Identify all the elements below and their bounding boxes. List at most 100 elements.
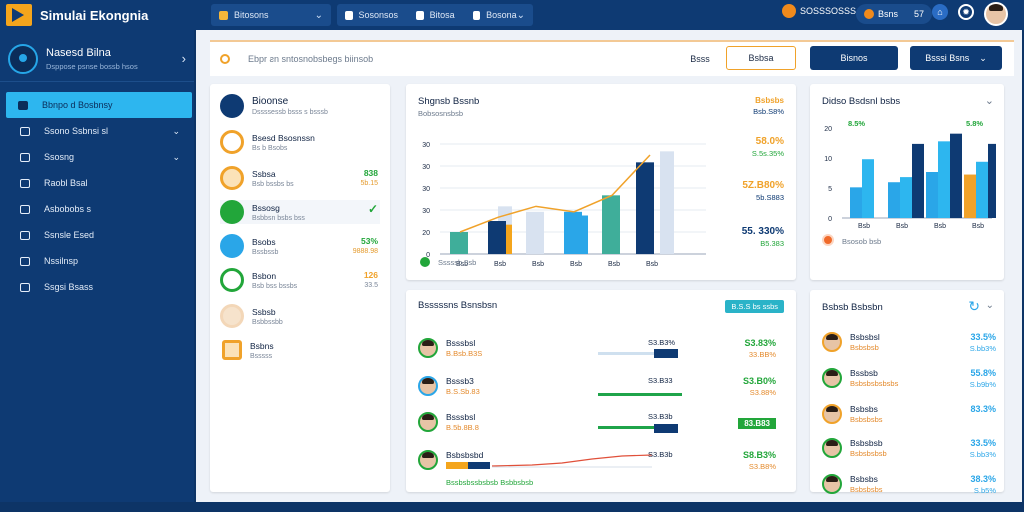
sidebar-item-2[interactable]: Ssono Ssbnsi sl ⌄ bbox=[0, 118, 194, 144]
folder-icon bbox=[219, 10, 228, 20]
activity-card: Bioonse Dssssessb bsss s bsssb Bsesd Bsos… bbox=[210, 84, 390, 492]
list-item[interactable]: Bsbsbs Bsbsbsbs 83.3% bbox=[822, 404, 996, 428]
y-tick-label: 30 bbox=[422, 208, 430, 215]
avatar bbox=[822, 438, 842, 458]
settings-button[interactable]: ✹ bbox=[958, 4, 974, 20]
points-pill: Bsns 57 bbox=[856, 4, 933, 24]
list-item[interactable]: Bsbns Bsssss bbox=[220, 340, 380, 360]
y-tick-label: 20 bbox=[422, 230, 430, 237]
brand[interactable]: Simulai Ekongnia bbox=[0, 0, 194, 30]
bar bbox=[888, 182, 900, 218]
list-item[interactable]: Bsesd Bsosnssn Bs b Bsobs bbox=[220, 130, 380, 154]
x-tick-label: Bsb bbox=[532, 261, 544, 268]
game-icon bbox=[220, 200, 244, 224]
sidebar-item-dashboard[interactable]: Bbnpo d Bosbnsy bbox=[6, 92, 192, 118]
row-sub: B.Bsb.B3S bbox=[446, 349, 483, 358]
primary-button[interactable]: Bisnos bbox=[810, 46, 898, 70]
sidebar: Nasesd Bilna Dsppose psnse bossb hsos › … bbox=[0, 30, 194, 502]
row-value: 38.3% bbox=[970, 474, 996, 484]
row-name: Bsssbsl bbox=[446, 412, 476, 422]
stat-value: Bsbsbs bbox=[755, 96, 784, 105]
secondary-button[interactable]: Bsbsa bbox=[726, 46, 796, 70]
avatar bbox=[418, 376, 438, 396]
item-sub: Bsb bssbs bs bbox=[252, 180, 294, 188]
points-label: Bsns bbox=[878, 9, 899, 19]
chevron-down-icon[interactable]: ⌄ bbox=[985, 300, 994, 311]
workspace-dropdown[interactable]: Bitosons ⌄ bbox=[211, 4, 331, 26]
user-avatar[interactable] bbox=[984, 2, 1008, 26]
analytics-icon bbox=[20, 204, 30, 214]
avatar bbox=[418, 338, 438, 358]
row-sub: Bsbsbsb bbox=[850, 343, 879, 352]
table-row[interactable]: Bsssb3 B.S.Sb.83 S3.B33 S3.B0% S3.88% bbox=[418, 376, 786, 400]
stat-value: 5Z.B80% bbox=[742, 180, 784, 191]
button-label: Bisnos bbox=[840, 53, 868, 63]
top-bar: Simulai Ekongnia Bitosons ⌄ Sosonsos Bit… bbox=[0, 0, 1024, 30]
bar bbox=[912, 143, 924, 218]
list-item[interactable]: Bsbon Bsb bss bssbs 126 33.5 bbox=[220, 268, 380, 292]
list-item[interactable]: Ssbsb Bsbbssbb bbox=[220, 304, 380, 328]
row-name: Bssbsb bbox=[850, 368, 878, 378]
row-value: 83.3% bbox=[970, 404, 996, 414]
main-content: Ebpr ƨn sntosnobsbegs biinsob Bsss Bsbsa… bbox=[196, 30, 1022, 502]
chart-ring-icon bbox=[220, 130, 244, 154]
row-value: 33.5% bbox=[970, 438, 996, 448]
profile-card[interactable]: Nasesd Bilna Dsppose psnse bossb hsos › bbox=[0, 30, 194, 82]
y-tick-label: 30 bbox=[422, 142, 430, 149]
item-name: Bsbns bbox=[250, 340, 274, 351]
list-item[interactable]: Bssbsb Bsbsbsbsbsbs 55.8% S.b9b% bbox=[822, 368, 996, 392]
y-tick-label: 5 bbox=[828, 186, 832, 193]
table-row[interactable]: Bsssbsl B.5b.8B.8 S3.B3b 83.B83 bbox=[418, 412, 786, 436]
sidebar-nav: Bbnpo d Bosbnsy Ssono Ssbnsi sl ⌄ Ssosng ⌄… bbox=[0, 92, 194, 300]
profile-subtitle: Dsppose psnse bossb hsos bbox=[46, 61, 138, 71]
sidebar-item-5[interactable]: Asbobobs s bbox=[0, 196, 194, 222]
chevron-down-icon: ⌄ bbox=[172, 125, 180, 136]
avatar bbox=[822, 368, 842, 388]
card-header: Bioonse Dssssessb bsss s bsssb bbox=[220, 94, 380, 118]
gear-icon: ✹ bbox=[958, 4, 974, 20]
item-value-sub: 33.5 bbox=[364, 282, 378, 289]
sidebar-item-label: Ssono Ssbnsi sl bbox=[44, 126, 109, 136]
table-row[interactable]: Bsssbsl B.Bsb.B3S S3.B3% S3.83% 33.BB% bbox=[418, 338, 786, 362]
filter-button[interactable]: Bsss bbox=[680, 47, 720, 71]
list-item[interactable]: Bsobs Bssbssb 53% 9888.98 bbox=[220, 234, 380, 258]
dropdown-button[interactable]: Bsssi Bsns ⌄ bbox=[910, 46, 1002, 70]
search-input[interactable]: Ebpr ƨn sntosnobsbegs biinsob bbox=[210, 44, 680, 74]
item-sub: Bsssss bbox=[250, 352, 273, 360]
brand-icon bbox=[220, 94, 244, 118]
list-item[interactable]: Ssbsa Bsb bssbs bs 838 5b.15 bbox=[220, 166, 380, 190]
row-value: S3.B0% bbox=[742, 376, 776, 386]
dropdown-label: Bitosons bbox=[234, 10, 269, 20]
row-sub: Bsbsbsbs bbox=[850, 415, 883, 424]
item-sub: Bssbssb bbox=[252, 248, 279, 256]
sidebar-item-6[interactable]: Ssnsle Esed bbox=[0, 222, 194, 248]
item-value: 53% bbox=[360, 236, 378, 246]
refresh-icon[interactable]: ↻ bbox=[968, 298, 980, 314]
notifications-button[interactable]: ⌂ bbox=[932, 4, 948, 20]
chevron-down-icon: ⌄ bbox=[314, 9, 323, 21]
tab-2[interactable]: Bitosa bbox=[429, 10, 455, 20]
report-icon bbox=[20, 178, 30, 188]
chevron-down-icon[interactable]: ⌄ bbox=[984, 95, 994, 107]
tab-3[interactable]: Bosona bbox=[486, 10, 517, 20]
sidebar-item-3[interactable]: Ssosng ⌄ bbox=[0, 144, 194, 170]
points-display[interactable]: Bsns 57 bbox=[856, 4, 933, 24]
button-label: Bsbsa bbox=[748, 53, 774, 63]
coins-display[interactable]: SOSSSOSSS bbox=[782, 4, 856, 18]
stat-sub: S.5s.35% bbox=[751, 149, 784, 158]
stat-value: 55. 330% bbox=[741, 226, 784, 237]
sidebar-item-7[interactable]: Nssilnsp bbox=[0, 248, 194, 274]
sidebar-item-4[interactable]: Raobl Bsal bbox=[0, 170, 194, 196]
sidebar-item-8[interactable]: Ssgsi Bsass bbox=[0, 274, 194, 300]
row-value: S3.83% bbox=[744, 338, 776, 348]
table-row[interactable]: Bsbsbsbd S3.B3b S8.B3% S3.B8% bbox=[418, 450, 786, 474]
list-item[interactable]: Bsbsbsb Bsbsbsbsb 33.5% S.bb3% bbox=[822, 438, 996, 462]
ranking-title: Bsbsb Bsbsbn bbox=[822, 302, 883, 313]
tab-1[interactable]: Sosonsos bbox=[358, 10, 399, 20]
list-item[interactable]: Bsbsbs Bsbsbsbs 38.3% S.b5% bbox=[822, 474, 996, 498]
house-icon bbox=[20, 152, 30, 162]
list-item[interactable]: Bsbsbsl Bsbsbsb 33.5% S.bb3% bbox=[822, 332, 996, 356]
list-item-selected[interactable]: Bssosg Bsbbsn bsbs bss ✓ bbox=[220, 200, 380, 224]
row-value: 55.8% bbox=[970, 368, 996, 378]
bar bbox=[660, 151, 674, 254]
